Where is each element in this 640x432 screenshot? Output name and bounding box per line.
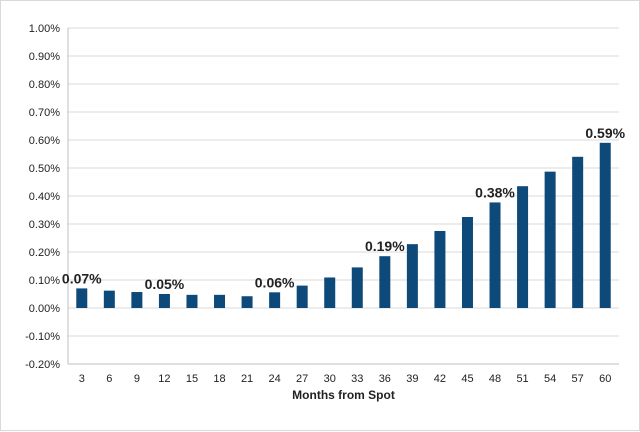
x-tick-label: 42 (434, 373, 446, 385)
gridlines (68, 27, 619, 365)
y-tick-label: 0.80% (29, 79, 60, 91)
bar (269, 292, 281, 308)
x-axis-title: Months from Spot (292, 388, 395, 402)
x-tick-label: 45 (461, 373, 473, 385)
y-tick-label: -0.20% (25, 359, 60, 371)
y-tick-label: 0.40% (29, 191, 60, 203)
x-tick-label: 57 (572, 373, 584, 385)
bar (103, 290, 115, 308)
y-tick-label: 0.30% (29, 219, 60, 231)
data-labels: 0.07% 0.05% 0.06% 0.19% 0.38% 0.59% (62, 125, 626, 292)
bar (434, 231, 446, 308)
x-tick-label: 21 (241, 373, 253, 385)
bar (296, 285, 308, 308)
x-tick-label: 24 (269, 373, 281, 385)
x-tick-label: 33 (351, 373, 363, 385)
bar (572, 156, 584, 308)
y-tick-label: -0.10% (25, 331, 60, 343)
bar (131, 292, 143, 308)
bar (517, 186, 529, 308)
bar (186, 294, 198, 308)
y-tick-label: 0.70% (29, 107, 60, 119)
bar (214, 294, 226, 308)
y-tick-label: 0.10% (29, 275, 60, 287)
data-label: 0.59% (585, 125, 625, 141)
bar (324, 277, 336, 308)
bar (599, 142, 611, 308)
bar (76, 288, 88, 308)
bar (379, 256, 391, 308)
y-axis: 1.00% 0.90% 0.80% 0.70% 0.60% 0.50% 0.40% 0.30%… (25, 23, 69, 371)
bar (489, 202, 501, 308)
bar (461, 217, 473, 308)
data-label: 0.07% (62, 270, 102, 286)
x-tick-label: 54 (544, 373, 556, 385)
data-label: 0.19% (365, 238, 405, 254)
bar (241, 296, 253, 308)
bar (351, 267, 363, 308)
x-tick-label: 15 (186, 373, 198, 385)
bar (158, 294, 170, 308)
y-tick-label: 0.90% (29, 51, 60, 63)
x-tick-label: 6 (106, 373, 112, 385)
y-tick-label: 0.20% (29, 247, 60, 259)
y-tick-label: 0.60% (29, 135, 60, 147)
x-tick-label: 27 (296, 373, 308, 385)
bar (544, 171, 556, 308)
x-tick-label: 9 (134, 373, 140, 385)
data-label: 0.06% (255, 274, 295, 290)
x-tick-label: 36 (379, 373, 391, 385)
x-tick-label: 18 (213, 373, 225, 385)
y-tick-label: 1.00% (29, 23, 60, 35)
data-label: 0.38% (475, 184, 515, 200)
y-tick-label: 0.00% (29, 303, 60, 315)
y-tick-label: 0.50% (29, 163, 60, 175)
x-tick-label: 51 (516, 373, 528, 385)
x-tick-label: 60 (599, 373, 611, 385)
x-tick-label: 12 (158, 373, 170, 385)
data-label: 0.05% (145, 276, 185, 292)
bar (406, 244, 418, 308)
x-tick-label: 39 (406, 373, 418, 385)
bars (76, 142, 611, 308)
x-tick-label: 48 (489, 373, 501, 385)
x-tick-label: 3 (79, 373, 85, 385)
x-tick-label: 30 (324, 373, 336, 385)
x-axis: 3 6 9 12 15 18 21 24 27 30 33 36 39 42 45 48 51 54 57 60 (68, 363, 619, 385)
